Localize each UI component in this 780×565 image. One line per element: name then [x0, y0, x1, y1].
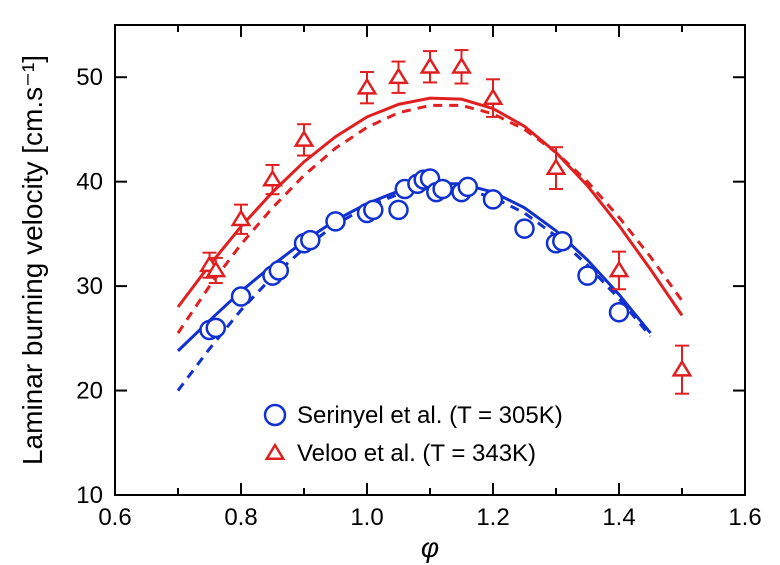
- marker-serinyel: [390, 201, 408, 219]
- x-tick-label: 0.6: [98, 504, 131, 531]
- marker-serinyel: [459, 178, 477, 196]
- y-tick-label: 20: [76, 378, 103, 405]
- x-tick-label: 1.6: [728, 504, 761, 531]
- x-tick-label: 1.0: [350, 504, 383, 531]
- marker-serinyel: [327, 212, 345, 230]
- y-tick-label: 40: [76, 169, 103, 196]
- marker-serinyel: [484, 190, 502, 208]
- x-tick-label: 1.2: [476, 504, 509, 531]
- marker-serinyel: [553, 232, 571, 250]
- marker-serinyel: [434, 180, 452, 198]
- marker-serinyel: [579, 267, 597, 285]
- marker-serinyel: [301, 231, 319, 249]
- marker-serinyel: [232, 288, 250, 306]
- y-axis-title: Laminar burning velocity [cm.s⁻¹]: [17, 55, 48, 465]
- legend-label: Veloo et al. (T = 343K): [297, 440, 536, 467]
- x-tick-label: 0.8: [224, 504, 257, 531]
- marker-serinyel: [610, 303, 628, 321]
- x-tick-label: 1.4: [602, 504, 635, 531]
- y-tick-label: 30: [76, 273, 103, 300]
- x-axis-title: φ: [421, 532, 439, 563]
- marker-serinyel: [270, 261, 288, 279]
- y-tick-label: 10: [76, 482, 103, 509]
- legend-label: Serinyel et al. (T = 305K): [297, 402, 563, 429]
- marker-serinyel: [516, 220, 534, 238]
- y-tick-label: 50: [76, 64, 103, 91]
- marker-serinyel: [207, 319, 225, 337]
- burning-velocity-chart: 0.6 0.8 1.0 1.2 1.4 1.6 10 20 30 40 50 Serinyel et …: [0, 0, 780, 565]
- marker-serinyel: [364, 201, 382, 219]
- chart-svg: 0.6 0.8 1.0 1.2 1.4 1.6 10 20 30 40 50 Serinyel et …: [0, 0, 780, 565]
